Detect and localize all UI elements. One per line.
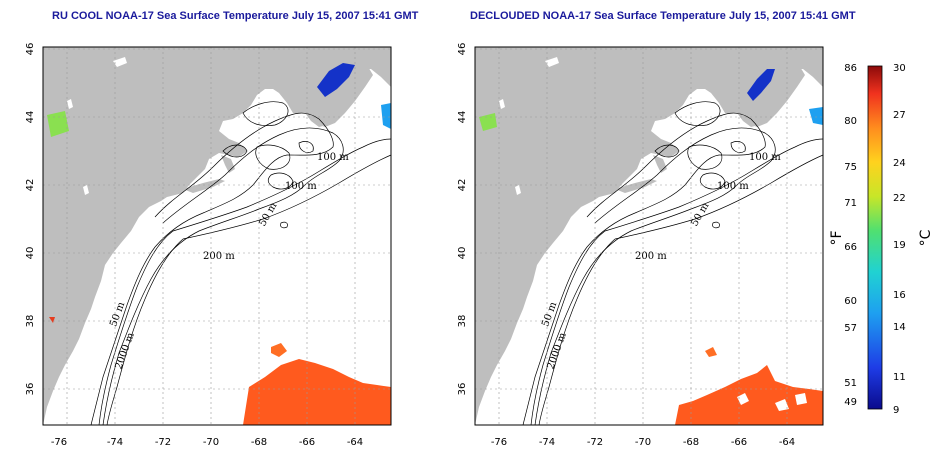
x-tick: -68 <box>251 437 267 448</box>
sst-warm-patch <box>675 365 823 425</box>
y-tick: 38 <box>457 315 468 328</box>
y-tick: 46 <box>25 43 36 56</box>
contour-label-100m-b: 100 m <box>717 181 749 192</box>
y-tick: 38 <box>25 315 36 328</box>
contour-label-200m: 200 m <box>635 251 667 262</box>
x-tick: -76 <box>51 437 67 448</box>
x-tick: -76 <box>491 437 507 448</box>
contour-label-100m-a: 100 m <box>749 152 781 163</box>
x-tick: -66 <box>731 437 747 448</box>
sst-lake-patch <box>47 111 69 137</box>
colorbar-f-tick: 66 <box>844 242 857 253</box>
contour-label-100m-a: 100 m <box>317 152 349 163</box>
colorbar-c-tick: 30 <box>893 63 906 74</box>
y-tick: 42 <box>457 179 468 192</box>
colorbar-f-tick: 57 <box>844 323 857 334</box>
map-title-left: RU COOL NOAA-17 Sea Surface Temperature … <box>52 10 419 22</box>
sst-warm-patch-2 <box>705 347 717 357</box>
x-tick: -68 <box>683 437 699 448</box>
colorbar-f-tick: 75 <box>844 162 857 173</box>
y-tick: 44 <box>457 111 468 124</box>
x-tick: -64 <box>347 437 363 448</box>
axes-right: -76 -74 -72 -70 -68 -66 -64 46 44 42 40 … <box>457 43 795 448</box>
sst-warm-patch <box>243 359 391 425</box>
colorbar-c-tick: 11 <box>893 372 906 383</box>
colorbar-c-tick: 14 <box>893 322 906 333</box>
y-tick: 46 <box>457 43 468 56</box>
x-tick: -74 <box>539 437 555 448</box>
y-tick: 42 <box>25 179 36 192</box>
x-tick: -70 <box>203 437 219 448</box>
sst-cool-patch-east <box>809 107 823 125</box>
x-tick: -72 <box>587 437 603 448</box>
contour-label-100m-b: 100 m <box>285 181 317 192</box>
colorbar: 86 80 75 71 66 60 57 51 49 30 27 24 22 1… <box>829 63 934 416</box>
colorbar-celsius-label: °C <box>918 229 934 246</box>
map-right: 100 m 100 m 50 m 200 m 50 m 2000 m <box>474 46 824 426</box>
sst-lake-patch <box>479 113 497 131</box>
y-tick: 36 <box>457 383 468 396</box>
colorbar-c-tick: 22 <box>893 193 906 204</box>
colorbar-f-tick: 60 <box>844 296 857 307</box>
colorbar-c-tick: 9 <box>893 405 899 416</box>
x-tick: -72 <box>155 437 171 448</box>
colorbar-f-tick: 51 <box>844 378 857 389</box>
colorbar-f-tick: 49 <box>844 397 857 408</box>
colorbar-c-tick: 27 <box>893 110 906 121</box>
colorbar-c-tick: 16 <box>893 290 906 301</box>
x-tick: -66 <box>299 437 315 448</box>
x-tick: -64 <box>779 437 795 448</box>
colorbar-fahrenheit-label: °F <box>829 230 845 245</box>
sst-cold-patch <box>747 69 775 101</box>
colorbar-f-tick: 80 <box>844 116 857 127</box>
sst-cold-patch <box>317 63 355 97</box>
map-title-right: DECLOUDED NOAA-17 Sea Surface Temperatur… <box>470 10 856 22</box>
y-tick: 40 <box>25 247 36 260</box>
sst-cool-patch-east <box>381 103 391 129</box>
x-tick: -74 <box>107 437 123 448</box>
contour-label-200m: 200 m <box>203 251 235 262</box>
y-tick: 40 <box>457 247 468 260</box>
colorbar-c-tick: 19 <box>893 240 906 251</box>
y-tick: 36 <box>25 383 36 396</box>
x-tick: -70 <box>635 437 651 448</box>
colorbar-c-tick: 24 <box>893 158 906 169</box>
map-left: 100 m 100 m 50 m 200 m 50 m 2000 m <box>42 46 392 426</box>
colorbar-f-tick: 86 <box>844 63 857 74</box>
y-tick: 44 <box>25 111 36 124</box>
sst-warm-patch-2 <box>271 343 287 357</box>
axes-left: -76 -74 -72 -70 -68 -66 -64 46 44 42 40 … <box>25 43 363 448</box>
colorbar-f-tick: 71 <box>844 198 857 209</box>
